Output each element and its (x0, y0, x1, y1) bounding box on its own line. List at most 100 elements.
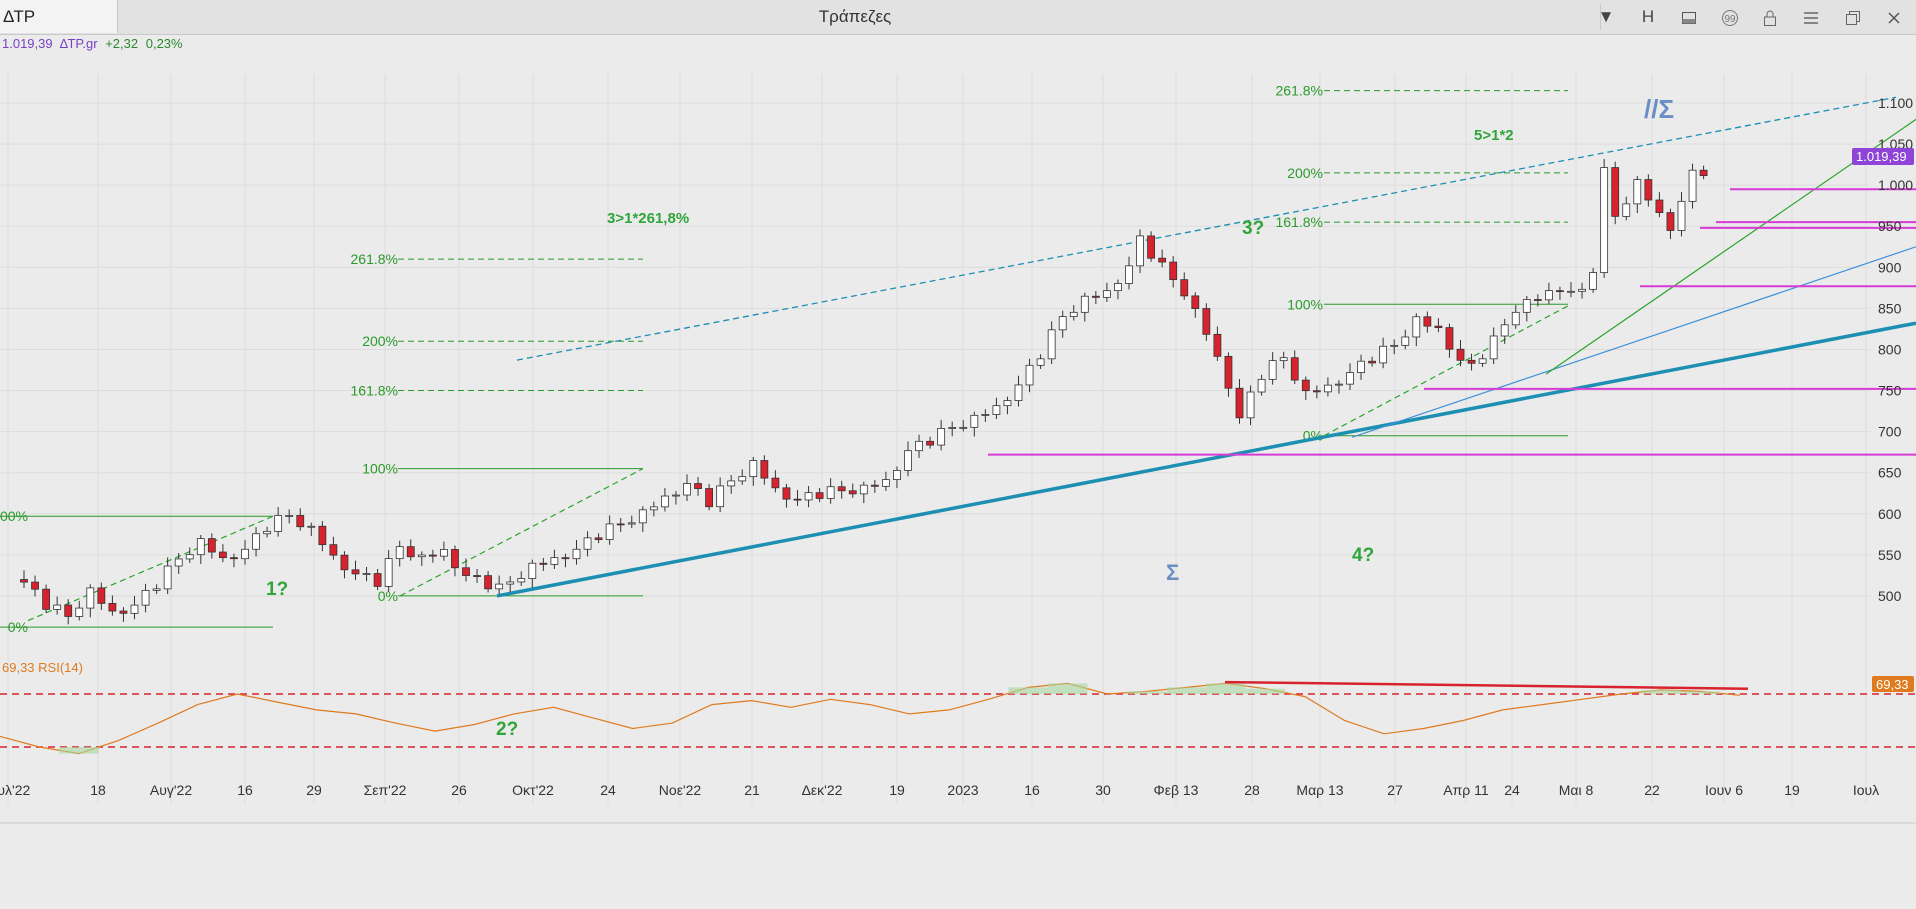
candle-body (1545, 290, 1553, 301)
note-sigma: Σ (1166, 560, 1179, 585)
rsi-overbought-fill (1047, 683, 1088, 694)
fib-wave1-level-label: 0% (8, 619, 28, 635)
candle-body (340, 554, 349, 571)
rsi-overbought-fill (1245, 688, 1286, 694)
candle-body (1611, 167, 1620, 217)
note-wave3-target: 3>1*261,8% (607, 210, 689, 227)
candle-body (1511, 311, 1520, 326)
candle-body (174, 558, 183, 567)
x-tick-label: 19 (889, 782, 905, 798)
candle-body (406, 546, 415, 558)
candle-body (959, 426, 968, 429)
candle-body (870, 484, 879, 487)
candle-body (1412, 316, 1421, 338)
candle-body (31, 581, 39, 590)
candle-body (561, 557, 570, 560)
candle-body (1147, 235, 1155, 259)
symbol-tab[interactable]: ΔΤΡ (0, 0, 118, 33)
candle-body (1467, 359, 1476, 364)
candle-body (782, 487, 791, 500)
rsi-oversold-fill (59, 747, 99, 754)
rsi-value: 69,33 (1876, 677, 1909, 692)
candle-body (274, 515, 283, 532)
rsi-line (0, 682, 1741, 755)
candle-body (1069, 311, 1078, 318)
candle-body (108, 602, 117, 612)
candle-body (1047, 329, 1056, 360)
candle-body (185, 554, 194, 560)
candle-body (1114, 283, 1122, 292)
candle-body (1103, 290, 1111, 298)
h-button[interactable]: H (1641, 7, 1655, 26)
restore-icon[interactable] (1835, 0, 1871, 34)
candle-body (1136, 235, 1144, 267)
close-icon[interactable] (1876, 0, 1912, 34)
candle-body (1445, 327, 1454, 350)
menu-icon[interactable] (1793, 0, 1829, 34)
toolbar-divider (1600, 4, 1601, 30)
chart-canvas[interactable]: 1.019,39 ΔΤΡ.gr +2,32 0,23% 261.8% 200% 16… (0, 34, 1916, 909)
candle-body (572, 548, 581, 560)
candle-body (395, 546, 404, 560)
x-tick-label: Ιουλ'22 (0, 782, 31, 798)
svg-text:1.019,39 ΔΤΡ.gr +2: 1.019,39 ΔΤΡ.gr +2,32 0,23% (2, 36, 183, 51)
fib-wave3-level-label: 0% (378, 588, 398, 604)
candle-body (329, 544, 338, 556)
candle-body (683, 483, 691, 496)
candle-body (1003, 400, 1012, 407)
last-price-label: 1.019,39 (1856, 149, 1907, 164)
candle-body (1202, 308, 1211, 335)
candle-body (1169, 261, 1178, 281)
candle-body (848, 490, 857, 495)
channel-upper-line (516, 96, 1897, 361)
price-axis: 1.1001.0501.0009509008508007507006506005… (1878, 95, 1913, 604)
fib-wave3-level-label: 200% (362, 333, 398, 349)
rsi-overbought-fill (1206, 683, 1246, 694)
candle-body (53, 604, 62, 610)
candle-body (241, 548, 249, 560)
candle-body (1324, 384, 1332, 393)
candle-body (1567, 290, 1575, 293)
candle-body (550, 557, 559, 565)
x-tick-label: 16 (1024, 782, 1040, 798)
chevron-down-icon[interactable]: ▼ (1597, 7, 1615, 26)
panel-icon[interactable] (1671, 0, 1707, 34)
candle-body (152, 588, 161, 591)
candle-body (1158, 257, 1167, 263)
candle-body (716, 485, 725, 508)
y-tick-label: 600 (1878, 506, 1902, 522)
quote-change: +2,32 (105, 36, 138, 51)
candle-body (970, 414, 979, 428)
candle-body (1489, 335, 1498, 360)
candle-body (1312, 390, 1321, 393)
fib-wave5-level-label: 161.8% (1276, 214, 1323, 230)
candle-body (915, 440, 923, 452)
title-bar: ΔΤΡ Τράπεζες ▼ H 99 (0, 0, 1916, 35)
candle-body (638, 509, 647, 524)
candle-body (417, 554, 426, 558)
note-parallel-sigma: //Σ (1644, 94, 1674, 124)
rsi-overbought-fill (1127, 691, 1167, 694)
quote-icon[interactable]: 99 (1712, 0, 1748, 34)
x-tick-label: Μαι 8 (1559, 782, 1594, 798)
lock-icon[interactable] (1752, 0, 1788, 34)
candle-body (859, 484, 868, 495)
candle-body (981, 414, 990, 416)
text-notes: 3>1*261,8% 5>1*2 Σ //Σ (607, 94, 1674, 585)
candle-body (1578, 288, 1586, 292)
x-tick-label: 21 (744, 782, 760, 798)
x-tick-label: Δεκ'22 (802, 782, 843, 798)
candle-body (207, 538, 216, 553)
candle-body (1666, 212, 1675, 231)
x-tick-label: 30 (1095, 782, 1111, 798)
candle-body (771, 477, 780, 489)
drawing-overlays[interactable]: 261.8% 200% 161.8% 100% 0% 261.8% 200% 161.8% 10… (0, 83, 1916, 635)
rsi-overbought-fill (1641, 690, 1681, 694)
x-tick-label: Ιουν 6 (1705, 782, 1743, 798)
candle-body (119, 610, 128, 614)
candle-body (1091, 295, 1100, 298)
x-tick-label: 27 (1387, 782, 1403, 798)
candle-body (351, 569, 360, 575)
candle-body (1301, 379, 1310, 392)
x-tick-label: Σεπ'22 (364, 782, 407, 798)
